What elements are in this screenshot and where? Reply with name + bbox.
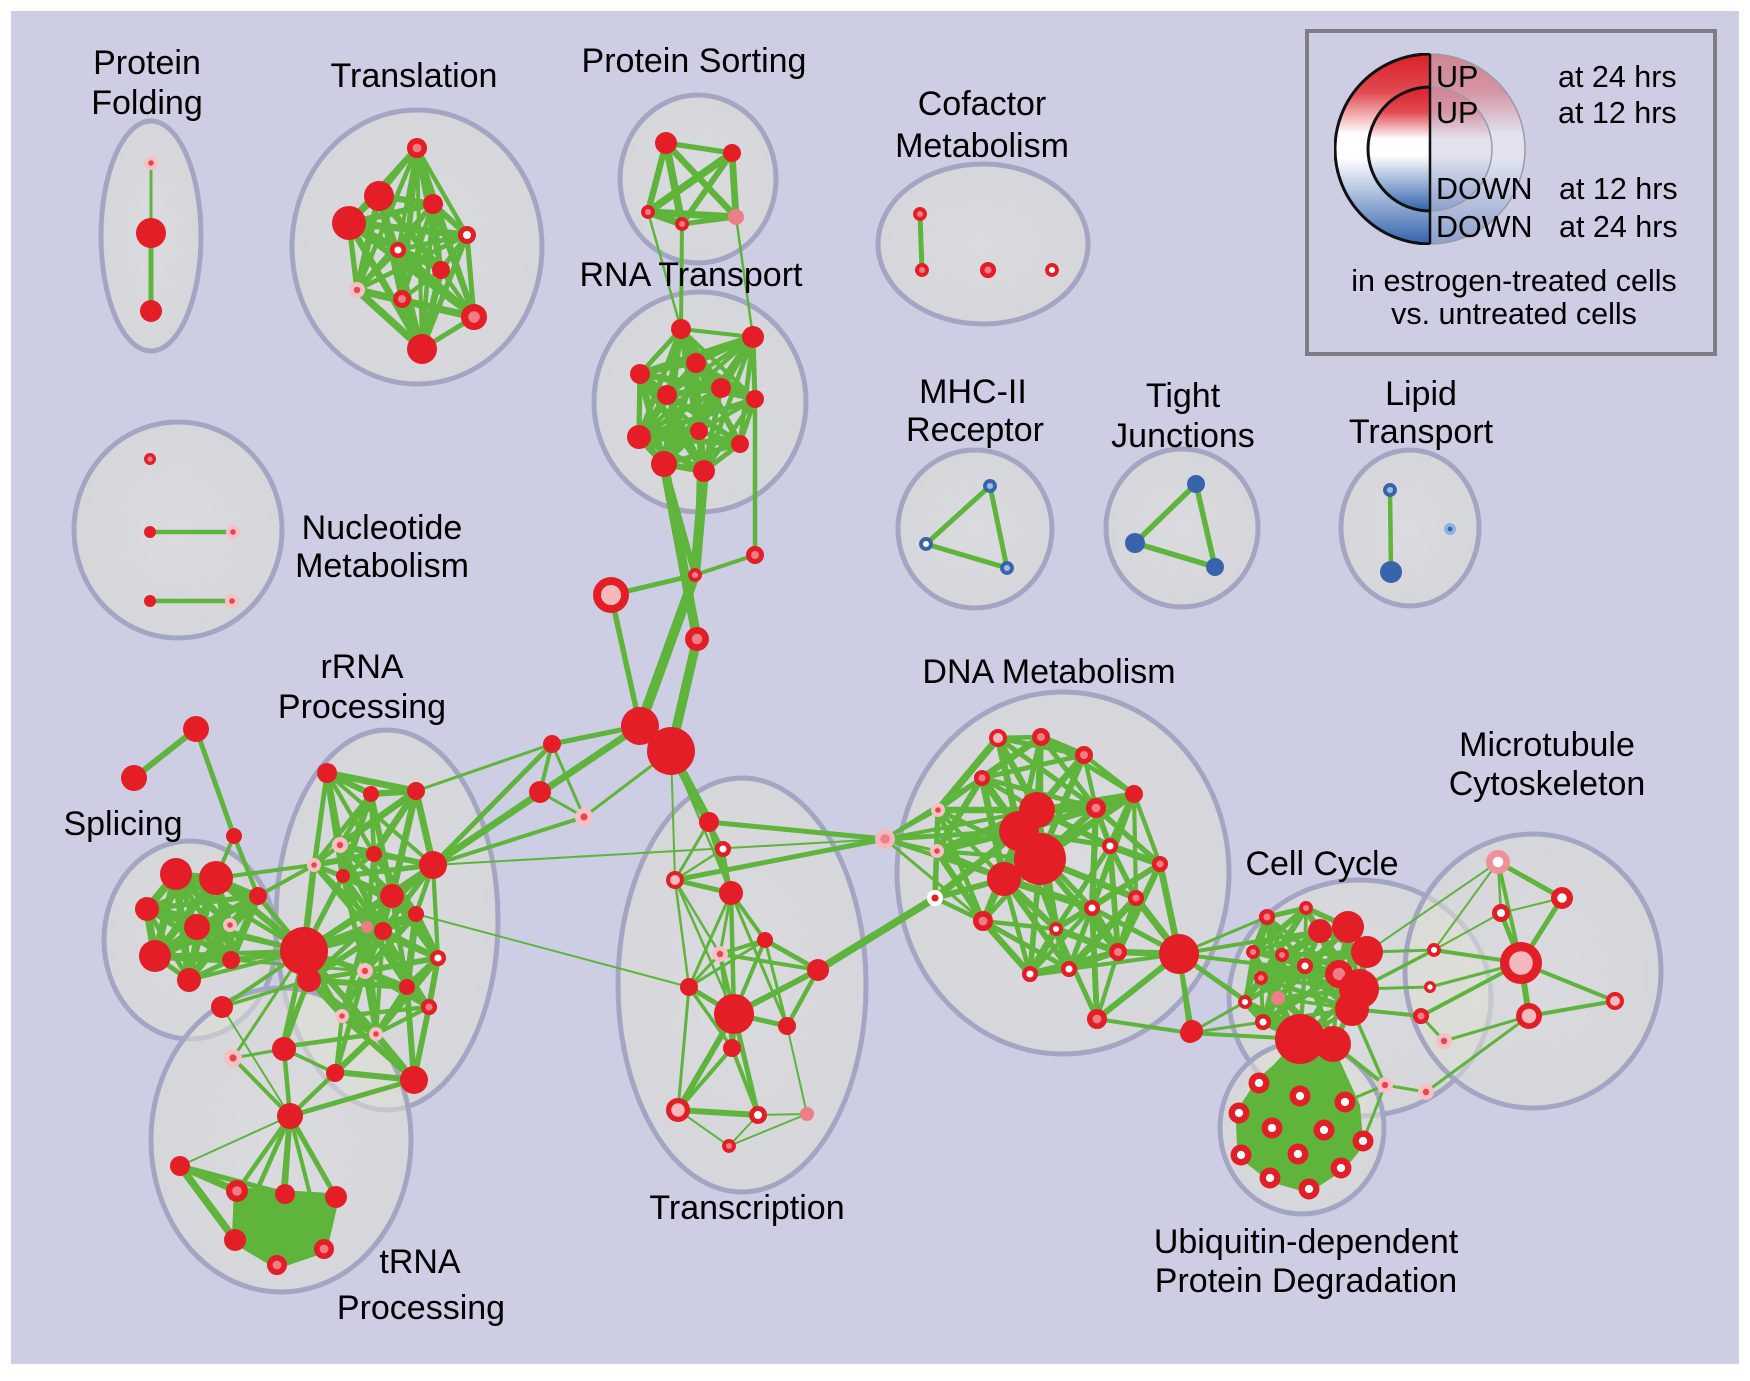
svg-text:UP: UP bbox=[1436, 60, 1478, 94]
svg-text:in estrogen-treated cells: in estrogen-treated cells bbox=[1351, 264, 1677, 298]
svg-text:Metabolism: Metabolism bbox=[895, 127, 1069, 165]
svg-text:Cell Cycle: Cell Cycle bbox=[1245, 845, 1398, 883]
svg-text:Metabolism: Metabolism bbox=[295, 547, 469, 585]
svg-text:vs. untreated cells: vs. untreated cells bbox=[1391, 297, 1637, 331]
svg-text:at 12 hrs: at 12 hrs bbox=[1558, 96, 1677, 130]
svg-text:Splicing: Splicing bbox=[63, 805, 182, 843]
svg-text:Transcription: Transcription bbox=[649, 1189, 844, 1227]
svg-text:at 24 hrs: at 24 hrs bbox=[1558, 60, 1677, 94]
svg-text:Folding: Folding bbox=[91, 84, 203, 122]
svg-text:DNA Metabolism: DNA Metabolism bbox=[922, 653, 1175, 691]
svg-text:RNA Transport: RNA Transport bbox=[580, 256, 804, 294]
svg-text:Receptor: Receptor bbox=[906, 411, 1044, 449]
svg-text:Cytoskeleton: Cytoskeleton bbox=[1449, 765, 1646, 803]
svg-text:Cofactor: Cofactor bbox=[918, 85, 1047, 123]
svg-text:Protein Sorting: Protein Sorting bbox=[582, 42, 807, 80]
svg-text:at 24 hrs: at 24 hrs bbox=[1559, 210, 1678, 244]
svg-text:Nucleotide: Nucleotide bbox=[302, 509, 463, 547]
svg-text:DOWN: DOWN bbox=[1436, 210, 1533, 244]
svg-text:Processing: Processing bbox=[337, 1289, 505, 1327]
svg-text:Tight: Tight bbox=[1146, 377, 1221, 415]
svg-text:Processing: Processing bbox=[278, 688, 446, 726]
svg-text:at 12 hrs: at 12 hrs bbox=[1559, 172, 1678, 206]
svg-text:Protein Degradation: Protein Degradation bbox=[1155, 1262, 1457, 1300]
svg-text:Lipid: Lipid bbox=[1385, 375, 1457, 413]
svg-text:Ubiquitin-dependent: Ubiquitin-dependent bbox=[1154, 1223, 1459, 1261]
svg-text:rRNA: rRNA bbox=[320, 648, 403, 686]
svg-text:Protein: Protein bbox=[93, 44, 201, 82]
svg-text:Translation: Translation bbox=[331, 57, 498, 95]
svg-text:UP: UP bbox=[1436, 96, 1478, 130]
svg-text:Transport: Transport bbox=[1349, 413, 1494, 451]
svg-text:MHC-II: MHC-II bbox=[919, 373, 1027, 411]
svg-text:Microtubule: Microtubule bbox=[1459, 726, 1635, 764]
svg-text:tRNA: tRNA bbox=[379, 1243, 461, 1281]
svg-text:Junctions: Junctions bbox=[1111, 417, 1255, 455]
svg-text:DOWN: DOWN bbox=[1436, 172, 1533, 206]
